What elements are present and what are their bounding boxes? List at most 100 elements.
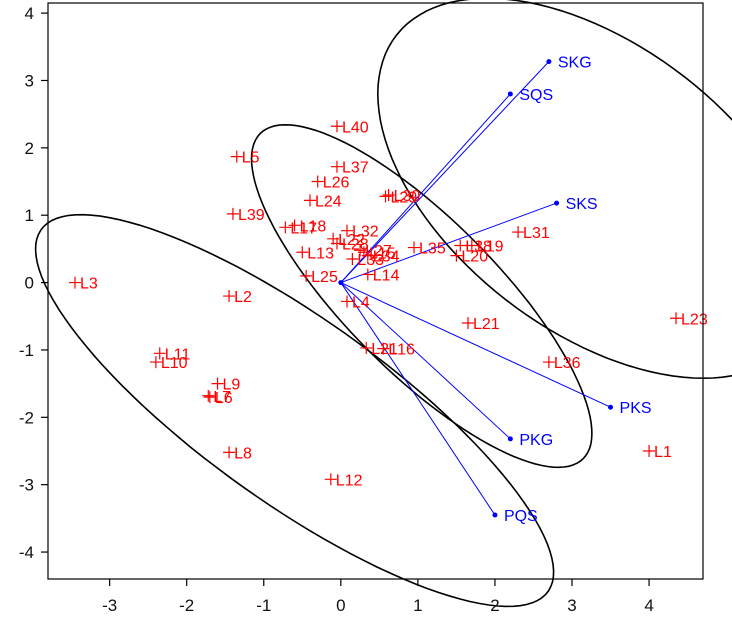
variable-label-skg: SKG [558, 55, 592, 72]
point-l5 [230, 150, 243, 163]
point-label-l4: L4 [352, 294, 370, 311]
point-l38 [454, 239, 467, 252]
point-l19 [465, 239, 478, 252]
point-label-l29: L29 [391, 189, 418, 206]
y-tick-label: -3 [19, 476, 34, 495]
vector-sks [340, 202, 557, 284]
point-l24 [304, 194, 316, 207]
point-label-l36: L36 [554, 355, 581, 372]
point-l39 [226, 207, 239, 220]
point-l20 [450, 249, 463, 262]
point-l40 [330, 120, 343, 133]
x-tick-label: -1 [256, 596, 271, 615]
point-l31 [512, 226, 525, 239]
point-label-l26: L26 [323, 175, 350, 192]
vector-tip-sks [554, 200, 560, 206]
point-label-l11: L11 [165, 346, 191, 363]
point-l32 [340, 224, 353, 237]
point-label-l28: L28 [342, 237, 369, 254]
axes-layer: -3 -2 -1 0 1 2 3 4 -4 -3 -2 -1 0 1 2 3 4 [19, 2, 704, 615]
y-tick-label: 1 [25, 206, 34, 225]
point-l25 [300, 269, 313, 282]
point-label-l19: L19 [477, 239, 504, 256]
vector-skg [340, 61, 550, 283]
variable-label-pqs: PQS [504, 508, 538, 525]
vector-pqs [340, 282, 496, 516]
point-label-l3: L3 [80, 276, 98, 293]
origin-dot [338, 280, 344, 286]
point-l7 [202, 389, 215, 402]
point-label-l18: L18 [300, 218, 327, 235]
vector-tip-sqs [507, 91, 513, 97]
point-label-l24: L24 [315, 193, 342, 210]
point-label-l16: L16 [388, 342, 415, 359]
point-label-l38: L38 [465, 239, 492, 256]
ellipse-2 [250, 123, 593, 469]
point-label-l6: L6 [215, 390, 233, 407]
y-tick-label: -1 [19, 341, 34, 360]
point-label-l9: L9 [223, 377, 241, 394]
variables-layer: SKG SQS SKS PKS PKG PQS [504, 55, 652, 525]
variable-label-pks: PKS [620, 400, 652, 417]
point-label-l15: L15 [369, 245, 396, 262]
point-l26 [311, 175, 324, 188]
observations-layer: L1L2L3L4L5L6L7L8L9L10L11L12L13L14L15L16L… [68, 119, 708, 489]
point-l13 [296, 246, 309, 259]
point-label-l21: L21 [473, 316, 500, 333]
point-l12 [324, 473, 337, 486]
point-label-l14: L14 [373, 267, 400, 284]
x-tick-label: 3 [567, 596, 576, 615]
x-tick-label: 2 [490, 596, 499, 615]
point-l29 [379, 190, 392, 203]
point-l21c [360, 341, 373, 354]
point-l4 [340, 295, 353, 308]
point-l6 [203, 391, 216, 404]
point-l33 [346, 253, 359, 265]
vector-pks [340, 282, 611, 408]
point-label-l2: L2 [234, 289, 252, 306]
vector-tip-pqs [492, 512, 498, 518]
point-label-l32: L32 [352, 224, 379, 241]
point-l17 [279, 221, 292, 234]
point-l35 [408, 241, 421, 254]
point-label-l33: L33 [357, 252, 384, 269]
x-tick-label: 0 [336, 596, 345, 615]
y-tick-label: 3 [25, 71, 34, 90]
y-tick-label: 0 [25, 274, 34, 293]
x-tick-label: -3 [102, 596, 117, 615]
point-label-l12: L12 [336, 472, 363, 489]
point-l3 [68, 276, 81, 289]
point-label-l39: L39 [238, 207, 265, 224]
point-l28 [330, 237, 343, 250]
point-l10 [149, 356, 162, 369]
point-label-l31: L31 [523, 225, 550, 242]
y-tick-label: -4 [19, 543, 34, 562]
x-tick-label: 1 [413, 596, 422, 615]
point-l16 [377, 342, 390, 355]
point-label-l23: L23 [681, 311, 708, 328]
point-label-l8: L8 [234, 445, 252, 462]
point-label-l1: L1 [654, 444, 672, 461]
point-label-l40: L40 [342, 119, 369, 136]
variable-label-sqs: SQS [519, 87, 553, 104]
point-label-l30: L30 [394, 188, 421, 205]
point-label-l22: L22 [338, 232, 365, 249]
variable-label-pkg: PKG [519, 432, 553, 449]
x-tick-label: -2 [179, 596, 194, 615]
ellipse-1 [376, 0, 732, 380]
point-l18 [288, 219, 301, 232]
y-tick-label: 4 [25, 4, 34, 23]
point-l34 [361, 249, 374, 262]
point-l8 [223, 446, 236, 459]
vector-tip-pkg [507, 436, 513, 442]
plot-frame [47, 2, 704, 580]
vector-pkg [340, 282, 511, 440]
vector-tip-skg [546, 59, 552, 65]
point-l14 [361, 268, 374, 281]
point-l27 [354, 244, 367, 257]
point-label-l20: L20 [461, 249, 488, 266]
vector-tip-pks [608, 404, 614, 410]
ellipses-layer [34, 0, 732, 608]
